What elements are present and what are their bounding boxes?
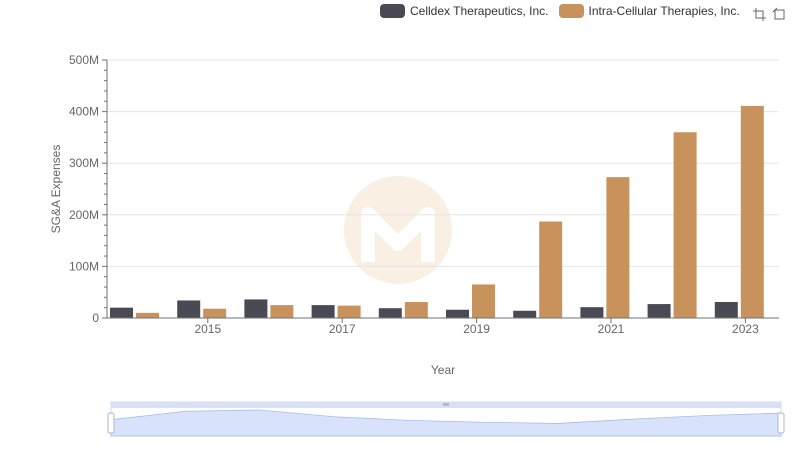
bar-celldex-2017[interactable] <box>311 305 335 318</box>
y-axis: 0 100M 200M 300M 400M 500M <box>69 53 108 325</box>
slider-right-handle[interactable] <box>777 412 785 434</box>
legend-label-intra-cellular: Intra-Cellular Therapies, Inc. <box>588 4 740 18</box>
x-tick-label: 2017 <box>329 322 356 336</box>
bar-intra-cellular-2014[interactable] <box>136 312 159 318</box>
bar-celldex-2015[interactable] <box>177 300 201 318</box>
bar-intra-cellular-2015[interactable] <box>203 308 227 318</box>
x-tick-label: 2019 <box>463 322 490 336</box>
legend-swatch-celldex <box>380 4 405 18</box>
legend-label-celldex: Celldex Therapeutics, Inc. <box>410 4 549 18</box>
bar-celldex-2021[interactable] <box>580 307 604 318</box>
bar-celldex-2019[interactable] <box>446 309 469 318</box>
toolbox <box>747 6 787 22</box>
y-tick-label: 100M <box>69 259 99 273</box>
legend: Celldex Therapeutics, Inc. Intra-Cellula… <box>380 4 750 18</box>
y-tick-label: 0 <box>92 311 99 325</box>
grid-lines <box>107 59 779 267</box>
bar-intra-cellular-2016[interactable] <box>270 305 294 318</box>
bar-intra-cellular-2021[interactable] <box>606 177 630 318</box>
data-zoom-slider[interactable] <box>107 401 785 437</box>
y-tick-label: 200M <box>69 208 99 222</box>
bars <box>110 105 764 318</box>
x-tick-label: 2021 <box>598 322 625 336</box>
restore-icon[interactable] <box>771 6 787 22</box>
bar-celldex-2022[interactable] <box>647 304 671 318</box>
bar-celldex-2014[interactable] <box>110 307 133 318</box>
bar-intra-cellular-2017[interactable] <box>337 305 361 318</box>
x-tick-label: 2023 <box>732 322 759 336</box>
bar-intra-cellular-2023[interactable] <box>740 105 764 318</box>
bar-intra-cellular-2020[interactable] <box>539 221 563 318</box>
legend-item-celldex[interactable]: Celldex Therapeutics, Inc. <box>380 4 549 18</box>
watermark-logo-icon <box>344 176 452 284</box>
legend-item-intra-cellular[interactable]: Intra-Cellular Therapies, Inc. <box>558 4 740 18</box>
y-tick-label: 300M <box>69 156 99 170</box>
y-axis-title: SG&A Expenses <box>49 145 63 234</box>
bar-celldex-2018[interactable] <box>378 308 402 318</box>
slider-left-handle[interactable] <box>107 412 115 434</box>
y-tick-label: 400M <box>69 105 99 119</box>
bar-intra-cellular-2019[interactable] <box>472 284 495 318</box>
bar-celldex-2023[interactable] <box>714 302 738 318</box>
bar-celldex-2016[interactable] <box>244 299 268 318</box>
x-axis-title: Year <box>431 363 455 377</box>
y-tick-label: 500M <box>69 53 99 67</box>
bar-intra-cellular-2018[interactable] <box>404 302 428 318</box>
bar-celldex-2020[interactable] <box>513 310 537 318</box>
zoom-icon[interactable] <box>751 6 767 22</box>
slider-grip-icon <box>443 403 449 406</box>
legend-swatch-intra-cellular <box>558 4 584 18</box>
x-tick-label: 2015 <box>194 322 221 336</box>
bar-intra-cellular-2022[interactable] <box>673 132 697 318</box>
x-axis: 2015 2017 2019 2021 2023 <box>107 317 779 336</box>
